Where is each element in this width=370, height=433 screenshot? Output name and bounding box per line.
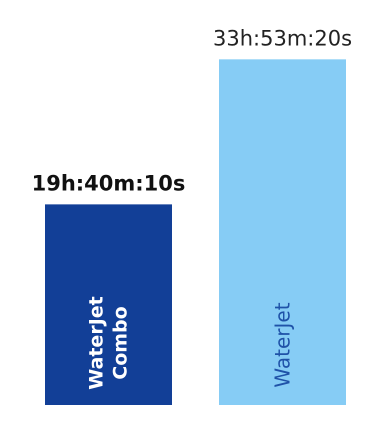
- category-label-waterjet: WaterJet: [271, 302, 295, 387]
- value-label-waterjet-combo: 19h:40m:10s: [32, 171, 186, 195]
- category-label-waterjet-combo: WaterJet Combo: [86, 296, 132, 389]
- value-label-waterjet: 33h:53m:20s: [213, 26, 352, 50]
- category-label-line: WaterJet: [271, 302, 295, 387]
- category-label-line: WaterJet: [86, 296, 108, 389]
- category-label-line: Combo: [109, 306, 131, 379]
- bar-waterjet: [219, 59, 346, 406]
- bar-waterjet-combo: [45, 204, 172, 405]
